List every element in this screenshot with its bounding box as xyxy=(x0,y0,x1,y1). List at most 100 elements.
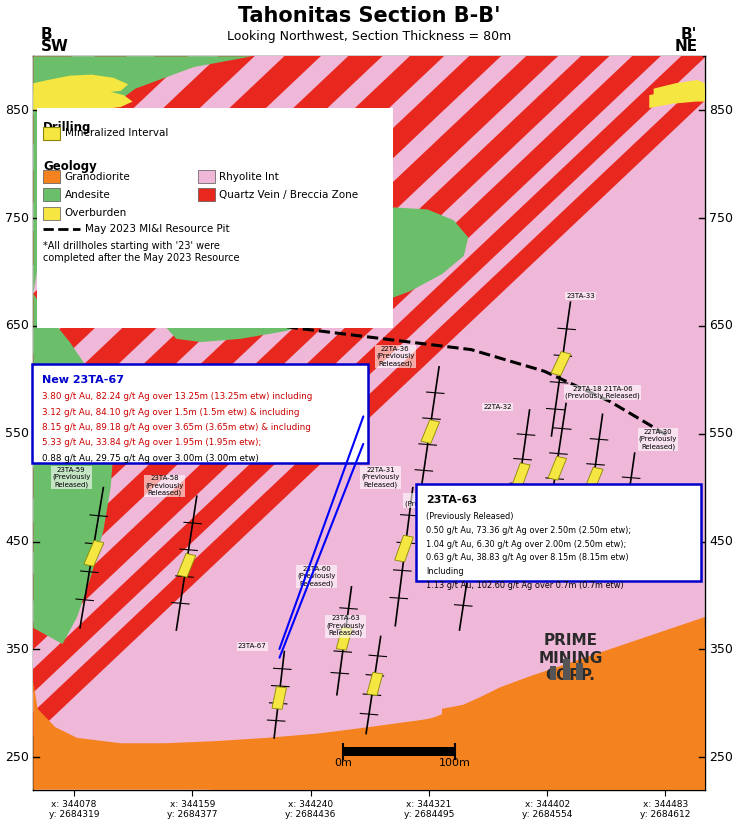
Polygon shape xyxy=(4,0,705,601)
Text: 23TA-59
(Previously
Released): 23TA-59 (Previously Released) xyxy=(52,467,91,488)
FancyBboxPatch shape xyxy=(198,188,215,201)
Polygon shape xyxy=(511,463,530,488)
Polygon shape xyxy=(4,0,705,294)
Polygon shape xyxy=(10,0,705,623)
FancyBboxPatch shape xyxy=(32,365,368,464)
Polygon shape xyxy=(548,456,567,480)
Polygon shape xyxy=(10,0,705,115)
Text: 23TA-67: 23TA-67 xyxy=(238,644,266,649)
Polygon shape xyxy=(187,210,464,339)
Polygon shape xyxy=(6,0,705,354)
Text: Andesite: Andesite xyxy=(65,190,111,200)
FancyBboxPatch shape xyxy=(550,667,556,680)
Text: Drilling: Drilling xyxy=(44,120,92,134)
Polygon shape xyxy=(8,0,705,469)
Polygon shape xyxy=(33,294,114,644)
Text: Looking Northwest, Section Thickness = 80m: Looking Northwest, Section Thickness = 8… xyxy=(227,31,511,44)
Text: 0.88 g/t Au, 29.75 g/t Ag over 3.00m (3.00m etw): 0.88 g/t Au, 29.75 g/t Ag over 3.00m (3.… xyxy=(42,454,259,463)
Text: 650: 650 xyxy=(5,319,29,332)
Polygon shape xyxy=(1,0,705,144)
FancyBboxPatch shape xyxy=(343,747,455,756)
Text: 23TA-33: 23TA-33 xyxy=(566,293,595,299)
FancyBboxPatch shape xyxy=(44,188,60,201)
Polygon shape xyxy=(8,0,705,93)
Polygon shape xyxy=(6,0,705,171)
Polygon shape xyxy=(0,0,705,266)
Polygon shape xyxy=(10,0,705,574)
Text: 23TA-63
(Previously
Released): 23TA-63 (Previously Released) xyxy=(326,615,365,636)
Text: 0.50 g/t Au, 73.36 g/t Ag over 2.50m (2.50m etw);: 0.50 g/t Au, 73.36 g/t Ag over 2.50m (2.… xyxy=(426,526,631,535)
Text: 22TA-36
(Previously
Released): 22TA-36 (Previously Released) xyxy=(376,346,415,367)
Text: New 23TA-67: New 23TA-67 xyxy=(42,375,124,385)
Text: 350: 350 xyxy=(709,643,733,656)
Polygon shape xyxy=(551,351,571,375)
Text: 23TA-63: 23TA-63 xyxy=(426,495,477,505)
Text: 22TA-53
(Previously Released): 22TA-53 (Previously Released) xyxy=(404,493,480,507)
Text: 23TA-60
(Previously
Released): 23TA-60 (Previously Released) xyxy=(297,566,336,587)
Text: 450: 450 xyxy=(709,535,733,548)
Polygon shape xyxy=(461,551,479,575)
Polygon shape xyxy=(421,420,440,444)
Polygon shape xyxy=(33,74,128,100)
Polygon shape xyxy=(649,88,705,108)
FancyBboxPatch shape xyxy=(198,170,215,183)
Polygon shape xyxy=(13,65,705,712)
Polygon shape xyxy=(654,80,705,105)
Polygon shape xyxy=(33,294,114,790)
Text: 22TA-18 21TA-06
(Previously Released): 22TA-18 21TA-06 (Previously Released) xyxy=(565,386,640,399)
FancyBboxPatch shape xyxy=(44,206,60,219)
Polygon shape xyxy=(0,0,705,445)
Polygon shape xyxy=(6,0,705,412)
Text: (Previously Released): (Previously Released) xyxy=(426,512,514,521)
FancyBboxPatch shape xyxy=(44,170,60,183)
Polygon shape xyxy=(395,535,413,562)
Text: 250: 250 xyxy=(5,751,29,764)
Text: 450: 450 xyxy=(5,535,29,548)
Text: Overburden: Overburden xyxy=(65,208,127,219)
Text: May 2023 MI&I Resource Pit: May 2023 MI&I Resource Pit xyxy=(85,224,230,233)
Text: Including: Including xyxy=(426,568,463,577)
Text: Rhyolite Int: Rhyolite Int xyxy=(219,172,279,182)
Text: 1.04 g/t Au, 6.30 g/t Ag over 2.00m (2.50m etw);: 1.04 g/t Au, 6.30 g/t Ag over 2.00m (2.5… xyxy=(426,540,627,549)
Polygon shape xyxy=(13,22,705,669)
Text: 0m: 0m xyxy=(334,758,353,768)
Text: 8.15 g/t Au, 89.18 g/t Ag over 3.65m (3.65m etw) & including: 8.15 g/t Au, 89.18 g/t Ag over 3.65m (3.… xyxy=(42,423,311,432)
Polygon shape xyxy=(337,627,352,650)
Polygon shape xyxy=(0,0,705,203)
Polygon shape xyxy=(272,686,286,710)
Polygon shape xyxy=(8,86,705,736)
Polygon shape xyxy=(584,467,603,491)
Text: Granodiorite: Granodiorite xyxy=(65,172,131,182)
Polygon shape xyxy=(8,43,705,692)
Text: 850: 850 xyxy=(709,104,733,116)
Text: Geology: Geology xyxy=(44,160,97,173)
Text: 3.12 g/t Au, 84.10 g/t Ag over 1.5m (1.5m etw) & including: 3.12 g/t Au, 84.10 g/t Ag over 1.5m (1.5… xyxy=(42,408,300,417)
Text: 5.33 g/t Au, 33.84 g/t Ag over 1.95m (1.95m etw);: 5.33 g/t Au, 33.84 g/t Ag over 1.95m (1.… xyxy=(42,438,261,447)
Polygon shape xyxy=(4,0,705,231)
FancyBboxPatch shape xyxy=(576,663,583,680)
Text: 550: 550 xyxy=(5,427,29,441)
Text: 23TA-58
(Previously
Released): 23TA-58 (Previously Released) xyxy=(145,475,184,497)
Text: 250: 250 xyxy=(709,751,733,764)
Polygon shape xyxy=(33,91,133,112)
Polygon shape xyxy=(1,0,705,553)
Polygon shape xyxy=(367,672,383,695)
Text: SW: SW xyxy=(41,39,69,54)
Text: 650: 650 xyxy=(709,319,733,332)
Polygon shape xyxy=(33,56,252,294)
FancyBboxPatch shape xyxy=(416,483,701,581)
Text: 750: 750 xyxy=(5,211,29,224)
Text: NE: NE xyxy=(675,39,697,54)
Polygon shape xyxy=(617,502,635,526)
Text: Mineralized Interval: Mineralized Interval xyxy=(65,128,168,139)
Polygon shape xyxy=(177,554,196,578)
Text: B: B xyxy=(41,27,52,42)
Polygon shape xyxy=(33,617,705,790)
Polygon shape xyxy=(165,207,468,342)
Polygon shape xyxy=(1,0,705,498)
Text: Quartz Vein / Breccia Zone: Quartz Vein / Breccia Zone xyxy=(219,190,359,200)
Polygon shape xyxy=(4,0,705,649)
Text: 100m: 100m xyxy=(439,758,471,768)
Text: *All drillholes starting with '23' were
completed after the May 2023 Resource: *All drillholes starting with '23' were … xyxy=(44,241,240,262)
Text: PRIME
MINING
CORP.: PRIME MINING CORP. xyxy=(538,634,603,683)
